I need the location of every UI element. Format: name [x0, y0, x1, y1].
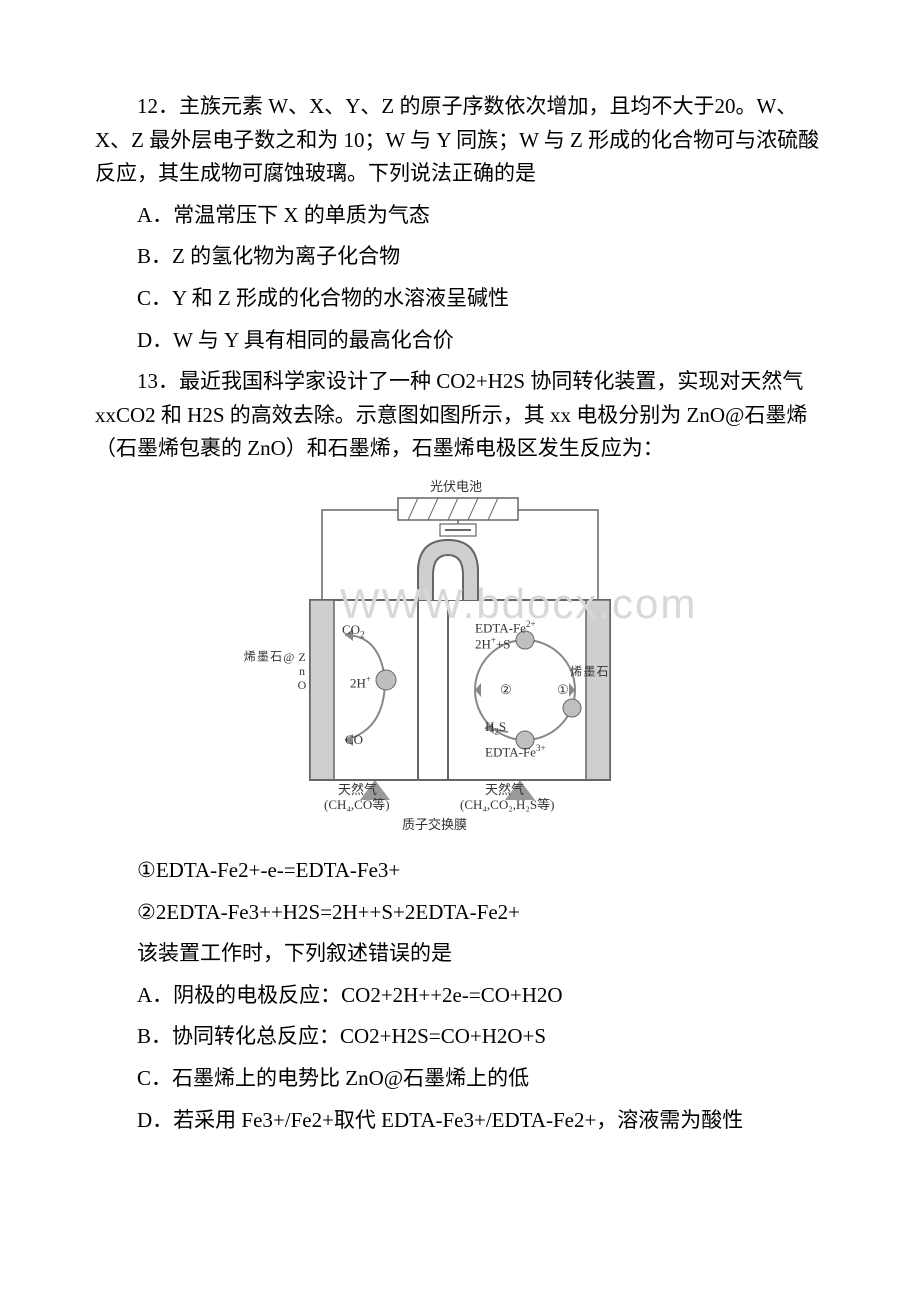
h2s-label: H2S — [485, 720, 506, 737]
pv-label: 光伏电池 — [430, 480, 482, 494]
right-gas-bottom: (CH₄,CO₂,H₂S等) — [460, 798, 555, 812]
co2-label: CO2 — [342, 623, 365, 640]
q13-option-b: B．协同转化总反应：CO2+H2S=CO+H2O+S — [95, 1020, 825, 1054]
q12-option-b: B．Z 的氢化物为离子化合物 — [95, 240, 825, 274]
co-label: CO — [345, 733, 363, 747]
q13-option-d: D．若采用 Fe3+/Fe2+取代 EDTA-Fe3+/EDTA-Fe2+，溶液… — [95, 1104, 825, 1138]
membrane-label: 质子交换膜 — [402, 818, 467, 832]
circ2-label: ② — [500, 683, 512, 697]
diagram: WWW.bdocx.com — [290, 480, 630, 840]
q12-option-c: C．Y 和 Z 形成的化合物的水溶液呈碱性 — [95, 282, 825, 316]
q13-stem: 13．最近我国科学家设计了一种 CO2+H2S 协同转化装置，实现对天然气 xx… — [95, 365, 825, 466]
q12-option-a: A．常温常压下 X 的单质为气态 — [95, 199, 825, 233]
q13-option-a: A．阴极的电极反应：CO2+2H++2e-=CO+H2O — [95, 979, 825, 1013]
left-gas-top: 天然气 — [338, 783, 377, 797]
q13-option-c: C．石墨烯上的电势比 ZnO@石墨烯上的低 — [95, 1062, 825, 1096]
q13-eq1: ①EDTA-Fe2+-e-=EDTA-Fe3+ — [95, 854, 825, 888]
left-gas-bottom: (CH₄,CO等) — [324, 798, 390, 812]
right-electrode-label: 石墨烯 — [590, 665, 608, 677]
h2plus-label: 2H+ — [350, 675, 371, 691]
q12-stem: 12．主族元素 W、X、Y、Z 的原子序数依次增加，且均不大于20。W、X、Z … — [95, 90, 825, 191]
edta-fe3-label: EDTA-Fe3+ — [485, 744, 546, 760]
edta-fe2-label: EDTA-Fe2+ — [475, 620, 536, 636]
left-electrode-label: ZnO@石墨烯 — [290, 650, 308, 692]
diagram-wrapper: WWW.bdocx.com — [95, 480, 825, 840]
q12-option-d: D．W 与 Y 具有相同的最高化合价 — [95, 324, 825, 358]
q13-eq2: ②2EDTA-Fe3++H2S=2H++S+2EDTA-Fe2+ — [95, 896, 825, 930]
hs-plus-label: 2H++S — [475, 636, 511, 652]
circ1-label: ① — [557, 683, 569, 697]
q13-stem2: 该装置工作时，下列叙述错误的是 — [95, 937, 825, 971]
right-gas-top: 天然气 — [485, 783, 524, 797]
